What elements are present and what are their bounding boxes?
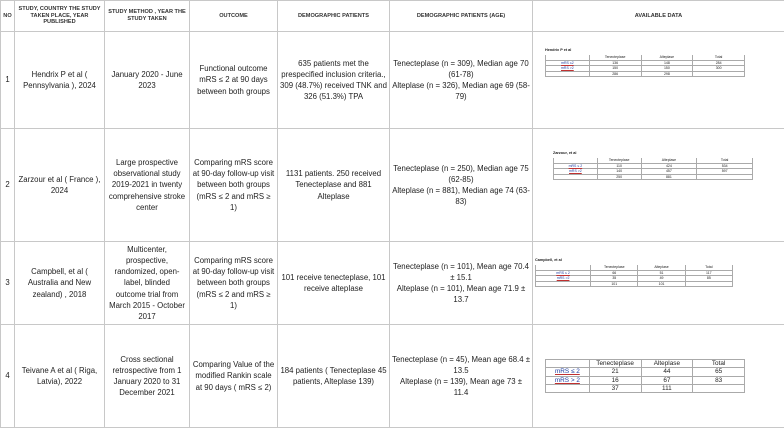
age-cell: Tenecteplase (n = 250), Median age 75 (6…: [390, 129, 533, 242]
age-tenecteplase: Tenecteplase (n = 45), Mean age 68.4 ± 1…: [392, 354, 530, 376]
header-no: NO: [1, 1, 15, 32]
study-cell: Hendrix P et al ( Pennsylvania ), 2024: [15, 32, 105, 129]
outcome-cell: Comparing mRS score at 90-day follow-up …: [190, 242, 278, 325]
row-number: 1: [1, 32, 15, 129]
outcome-cell: Comparing mRS score at 90-day follow-up …: [190, 129, 278, 242]
row-number: 2: [1, 129, 15, 242]
contingency-col-total: Total: [693, 360, 745, 368]
study-cell: Campbell, et al ( Australia and New zeal…: [15, 242, 105, 325]
contingency-corner: [546, 360, 590, 368]
demographic-cell: 1131 patients. 250 received Tenecteplase…: [278, 129, 390, 242]
age-cell: Tenecteplase (n = 45), Mean age 68.4 ± 1…: [390, 325, 533, 428]
header-available-data: AVAILABLE DATA: [533, 1, 784, 32]
age-cell: Tenecteplase (n = 309), Median age 70 (6…: [390, 32, 533, 129]
contingency-row-label: [554, 174, 598, 179]
contingency-value: 21: [589, 368, 641, 376]
contingency-value: 101: [638, 281, 685, 286]
age-alteplase: Alteplase (n = 881), Median age 74 (63-8…: [392, 185, 530, 207]
available-data-snapshot: Zarzour, et al Tenecteplase Alteplase To…: [553, 151, 753, 180]
header-study: STUDY, COUNTRY THE STUDY TAKEN PLACE, YE…: [15, 1, 105, 32]
contingency-total-row: 101 101: [536, 281, 733, 286]
available-data-cell: Tenecteplase Alteplase Total mRS ≤ 2 21 …: [533, 325, 784, 428]
age-tenecteplase: Tenecteplase (n = 250), Median age 75 (6…: [392, 163, 530, 185]
contingency-value: [697, 174, 753, 179]
row-number: 4: [1, 325, 15, 428]
study-cell: Zarzour et al ( France ), 2024: [15, 129, 105, 242]
contingency-value: 16: [589, 376, 641, 384]
available-data-cell: Zarzour, et al Tenecteplase Alteplase To…: [533, 129, 784, 242]
demographic-cell: 184 patients ( Tenecteplase 45 patients,…: [278, 325, 390, 428]
age-alteplase: Alteplase (n = 139), Mean age 73 ± 11.4: [392, 376, 530, 398]
available-data-snapshot: Campbell, et al Tenecteplase Alteplase T…: [535, 258, 733, 287]
contingency-total-row: 286 298: [546, 71, 745, 76]
header-demographic: DEMOGRAPHIC PATIENTS: [278, 1, 390, 32]
contingency-table: Tenecteplase Alteplase Total mRS ≤2 136 …: [545, 55, 745, 77]
contingency-row-label: [546, 71, 590, 76]
demographic-cell: 635 patients met the prespecified inclus…: [278, 32, 390, 129]
header-method: STUDY METHOD , YEAR THE STUDY TAKEN: [105, 1, 190, 32]
contingency-value: 65: [693, 368, 745, 376]
contingency-header-row: Tenecteplase Alteplase Total: [546, 360, 745, 368]
contingency-row: mRS > 2 16 67 83: [546, 376, 745, 384]
contingency-row-label: mRS ≤ 2: [546, 368, 590, 376]
contingency-value: 286: [589, 71, 641, 76]
contingency-total-row: 37 111: [546, 385, 745, 393]
demographic-cell: 101 receive tenecteplase, 101 receive al…: [278, 242, 390, 325]
age-alteplase: Alteplase (n = 101), Mean age 71.9 ± 13.…: [392, 283, 530, 305]
contingency-table: Tenecteplase Alteplase Total mRS ≤ 2 21 …: [545, 359, 745, 393]
table-row: 2 Zarzour et al ( France ), 2024 Large p…: [1, 129, 784, 242]
contingency-col-alteplase: Alteplase: [641, 360, 693, 368]
method-line: outcome trial from March 2015 - October …: [107, 289, 187, 322]
snapshot-caption: Hendrix P et al: [545, 48, 745, 53]
contingency-value: 44: [641, 368, 693, 376]
outcome-cell: Functional outcome mRS ≤ 2 at 90 days be…: [190, 32, 278, 129]
contingency-table: Tenecteplase Alteplase Total mRS ≤ 2 66 …: [535, 265, 733, 287]
table-row: 3 Campbell, et al ( Australia and New ze…: [1, 242, 784, 325]
contingency-row-label: [546, 385, 590, 393]
available-data-snapshot: Hendrix P et al Tenecteplase Alteplase T…: [545, 48, 745, 77]
method-line: randomized, open-label, blinded: [107, 266, 187, 288]
outcome-cell: Comparing Value of the modified Rankin s…: [190, 325, 278, 428]
contingency-value: 67: [641, 376, 693, 384]
contingency-row-label: [536, 281, 591, 286]
contingency-value: 298: [641, 71, 693, 76]
contingency-col-tenecteplase: Tenecteplase: [589, 360, 641, 368]
age-alteplase: Alteplase (n = 326), Median age 69 (58-7…: [392, 80, 530, 102]
method-line: Multicenter, prospective,: [107, 244, 187, 266]
contingency-value: 111: [641, 385, 693, 393]
available-data-cell: Hendrix P et al Tenecteplase Alteplase T…: [533, 32, 784, 129]
table-row: 1 Hendrix P et al ( Pennsylvania ), 2024…: [1, 32, 784, 129]
method-cell: Multicenter, prospective, randomized, op…: [105, 242, 190, 325]
snapshot-caption: Campbell, et al: [535, 258, 733, 263]
contingency-value: 101: [591, 281, 638, 286]
method-cell: Cross sectional retrospective from 1 Jan…: [105, 325, 190, 428]
contingency-value: [693, 71, 745, 76]
row-number: 3: [1, 242, 15, 325]
contingency-value: [685, 281, 732, 286]
available-data-snapshot: Tenecteplase Alteplase Total mRS ≤ 2 21 …: [545, 359, 745, 393]
contingency-value: [693, 385, 745, 393]
contingency-row: mRS ≤ 2 21 44 65: [546, 368, 745, 376]
contingency-total-row: 250 881: [554, 174, 753, 179]
contingency-value: 250: [597, 174, 641, 179]
available-data-cell: Campbell, et al Tenecteplase Alteplase T…: [533, 242, 784, 325]
contingency-value: 37: [589, 385, 641, 393]
table-row: 4 Teivane A et al ( Riga, Latvia), 2022 …: [1, 325, 784, 428]
study-cell: Teivane A et al ( Riga, Latvia), 2022: [15, 325, 105, 428]
contingency-table: Tenecteplase Alteplase Total mRS ≤ 2 110…: [553, 158, 753, 180]
contingency-value: 881: [641, 174, 697, 179]
contingency-value: 83: [693, 376, 745, 384]
contingency-row-label: mRS > 2: [546, 376, 590, 384]
header-demographic-age: DEMOGRAPHIC PATIENTS (AGE): [390, 1, 533, 32]
header-outcome: OUTCOME: [190, 1, 278, 32]
method-cell: January 2020 - June 2023: [105, 32, 190, 129]
age-cell: Tenecteplase (n = 101), Mean age 70.4 ± …: [390, 242, 533, 325]
age-tenecteplase: Tenecteplase (n = 101), Mean age 70.4 ± …: [392, 261, 530, 283]
age-tenecteplase: Tenecteplase (n = 309), Median age 70 (6…: [392, 58, 530, 80]
method-cell: Large prospective observational study 20…: [105, 129, 190, 242]
header-row: NO STUDY, COUNTRY THE STUDY TAKEN PLACE,…: [1, 1, 784, 32]
snapshot-caption: Zarzour, et al: [553, 151, 753, 156]
